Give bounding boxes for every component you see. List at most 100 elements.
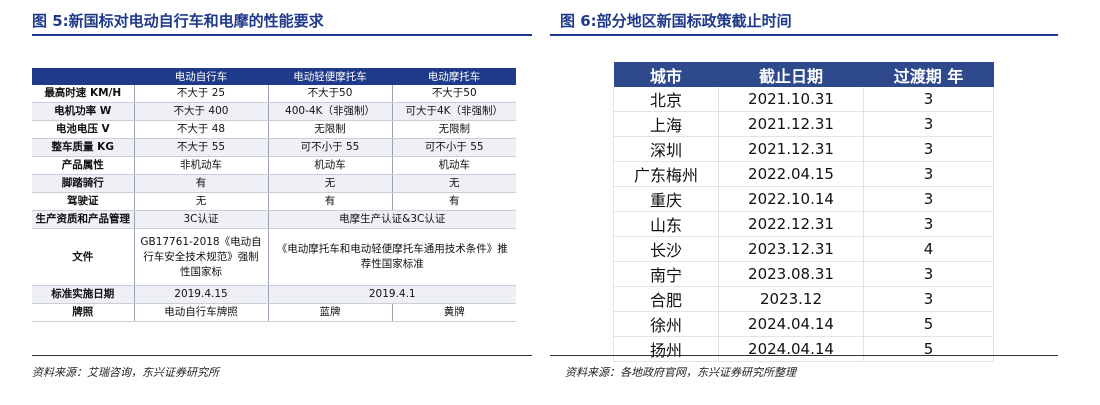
row-label: 产品属性 — [32, 156, 135, 175]
table-cell: 电动自行车牌照 — [134, 303, 269, 322]
table-row: 脚踏骑行 有 无 无 — [32, 174, 516, 193]
table-row: 电机功率 W 不大于 400 400-4K（非强制） 可大于4K（非强制） — [32, 102, 516, 121]
table-cell: 有 — [134, 174, 269, 193]
city-cell: 深圳 — [613, 136, 719, 162]
table-cell: 无 — [134, 192, 269, 211]
table-row: 牌照 电动自行车牌照 蓝牌 黄牌 — [32, 303, 516, 322]
table-row: 驾驶证 无 有 有 — [32, 192, 516, 211]
row-label: 驾驶证 — [32, 192, 135, 211]
years-cell: 4 — [863, 236, 994, 262]
years-cell: 3 — [863, 211, 994, 237]
table-row: 广东梅州 2022.04.15 3 — [613, 161, 994, 187]
table-cell: 不大于50 — [268, 85, 393, 103]
years-cell: 3 — [863, 286, 994, 312]
table-row: 北京 2021.10.31 3 — [613, 87, 994, 112]
row-label: 牌照 — [32, 303, 135, 322]
years-cell: 5 — [863, 311, 994, 337]
row-label: 标准实施日期 — [32, 285, 135, 304]
table-row: 最高时速 KM/H 不大于 25 不大于50 不大于50 — [32, 85, 516, 103]
header-cell: 过渡期 年 — [863, 62, 994, 87]
table-row: 整车质量 KG 不大于 55 可不小于 55 可不小于 55 — [32, 138, 516, 157]
figure6-title: 图 6:部分地区新国标政策截止时间 — [560, 12, 792, 30]
date-cell: 2023.12.31 — [718, 236, 864, 262]
table-cell: 不大于 55 — [134, 138, 269, 157]
table-cell: 无 — [392, 174, 516, 193]
table-cell: 不大于50 — [392, 85, 516, 103]
figure6-top-rule — [550, 34, 1058, 36]
years-cell: 3 — [863, 87, 994, 112]
date-cell: 2021.10.31 — [718, 87, 864, 112]
city-cell: 合肥 — [613, 286, 719, 312]
table-row: 产品属性 非机动车 机动车 机动车 — [32, 156, 516, 175]
table-header-row: 城市 截止日期 过渡期 年 — [613, 62, 994, 87]
city-cell: 扬州 — [613, 336, 719, 362]
table-cell: GB17761-2018《电动自行车安全技术规范》强制性国家标 — [134, 228, 269, 286]
table-cell: 电摩生产认证&3C认证 — [268, 210, 516, 229]
city-cell: 南宁 — [613, 261, 719, 287]
header-cell: 电动自行车 — [134, 68, 268, 85]
table-cell: 可不小于 55 — [268, 138, 393, 157]
date-cell: 2022.10.14 — [718, 186, 864, 212]
figure6-source: 资料来源：各地政府官网，东兴证券研究所整理 — [565, 366, 796, 379]
table-cell: 机动车 — [392, 156, 516, 175]
table-row: 文件 GB17761-2018《电动自行车安全技术规范》强制性国家标 《电动摩托… — [32, 228, 516, 286]
date-cell: 2023.12 — [718, 286, 864, 312]
table-row: 徐州 2024.04.14 5 — [613, 311, 994, 337]
city-cell: 重庆 — [613, 186, 719, 212]
table-cell: 2019.4.15 — [134, 285, 269, 304]
figure5-top-rule — [32, 34, 532, 36]
city-cell: 北京 — [613, 87, 719, 112]
figure6-bottom-rule — [550, 355, 1058, 356]
table-row: 合肥 2023.12 3 — [613, 286, 994, 312]
table-cell: 《电动摩托车和电动轻便摩托车通用技术条件》推荐性国家标准 — [268, 228, 516, 286]
years-cell: 3 — [863, 136, 994, 162]
table-cell: 可不小于 55 — [392, 138, 516, 157]
figure5-table: 电动自行车 电动轻便摩托车 电动摩托车 最高时速 KM/H 不大于 25 不大于… — [32, 68, 516, 322]
figure5-title: 图 5:新国标对电动自行车和电摩的性能要求 — [32, 12, 324, 30]
table-row: 山东 2022.12.31 3 — [613, 211, 994, 237]
header-cell — [32, 68, 134, 85]
table-cell: 2019.4.1 — [268, 285, 516, 304]
header-cell: 截止日期 — [718, 62, 864, 87]
years-cell: 5 — [863, 336, 994, 362]
date-cell: 2022.04.15 — [718, 161, 864, 187]
figure5-source: 资料来源：艾瑞咨询，东兴证券研究所 — [32, 366, 219, 379]
table-row: 标准实施日期 2019.4.15 2019.4.1 — [32, 285, 516, 304]
city-cell: 山东 — [613, 211, 719, 237]
date-cell: 2021.12.31 — [718, 136, 864, 162]
city-cell: 长沙 — [613, 236, 719, 262]
header-cell: 电动摩托车 — [392, 68, 516, 85]
header-cell: 城市 — [613, 62, 719, 87]
row-label: 最高时速 KM/H — [32, 85, 135, 103]
date-cell: 2023.08.31 — [718, 261, 864, 287]
city-cell: 广东梅州 — [613, 161, 719, 187]
row-label: 整车质量 KG — [32, 138, 135, 157]
figure6-table: 城市 截止日期 过渡期 年 北京 2021.10.31 3 上海 2021.12.31… — [613, 62, 994, 362]
row-label: 脚踏骑行 — [32, 174, 135, 193]
row-label: 电池电压 V — [32, 120, 135, 139]
city-cell: 徐州 — [613, 311, 719, 337]
table-cell: 不大于 48 — [134, 120, 269, 139]
row-label: 文件 — [32, 228, 135, 286]
table-row: 上海 2021.12.31 3 — [613, 111, 994, 137]
table-cell: 不大于 25 — [134, 85, 269, 103]
city-cell: 上海 — [613, 111, 719, 137]
table-cell: 有 — [268, 192, 393, 211]
date-cell: 2022.12.31 — [718, 211, 864, 237]
table-row: 深圳 2021.12.31 3 — [613, 136, 994, 162]
figure5-bottom-rule — [32, 355, 532, 356]
table-row: 长沙 2023.12.31 4 — [613, 236, 994, 262]
table-cell: 无限制 — [268, 120, 393, 139]
table-row: 重庆 2022.10.14 3 — [613, 186, 994, 212]
table-cell: 无 — [268, 174, 393, 193]
table-cell: 机动车 — [268, 156, 393, 175]
years-cell: 3 — [863, 261, 994, 287]
table-cell: 无限制 — [392, 120, 516, 139]
table-row: 南宁 2023.08.31 3 — [613, 261, 994, 287]
table-cell: 400-4K（非强制） — [268, 102, 393, 121]
row-label: 生产资质和产品管理 — [32, 210, 135, 229]
date-cell: 2024.04.14 — [718, 311, 864, 337]
years-cell: 3 — [863, 161, 994, 187]
date-cell: 2021.12.31 — [718, 111, 864, 137]
table-header-row: 电动自行车 电动轻便摩托车 电动摩托车 — [32, 68, 516, 85]
